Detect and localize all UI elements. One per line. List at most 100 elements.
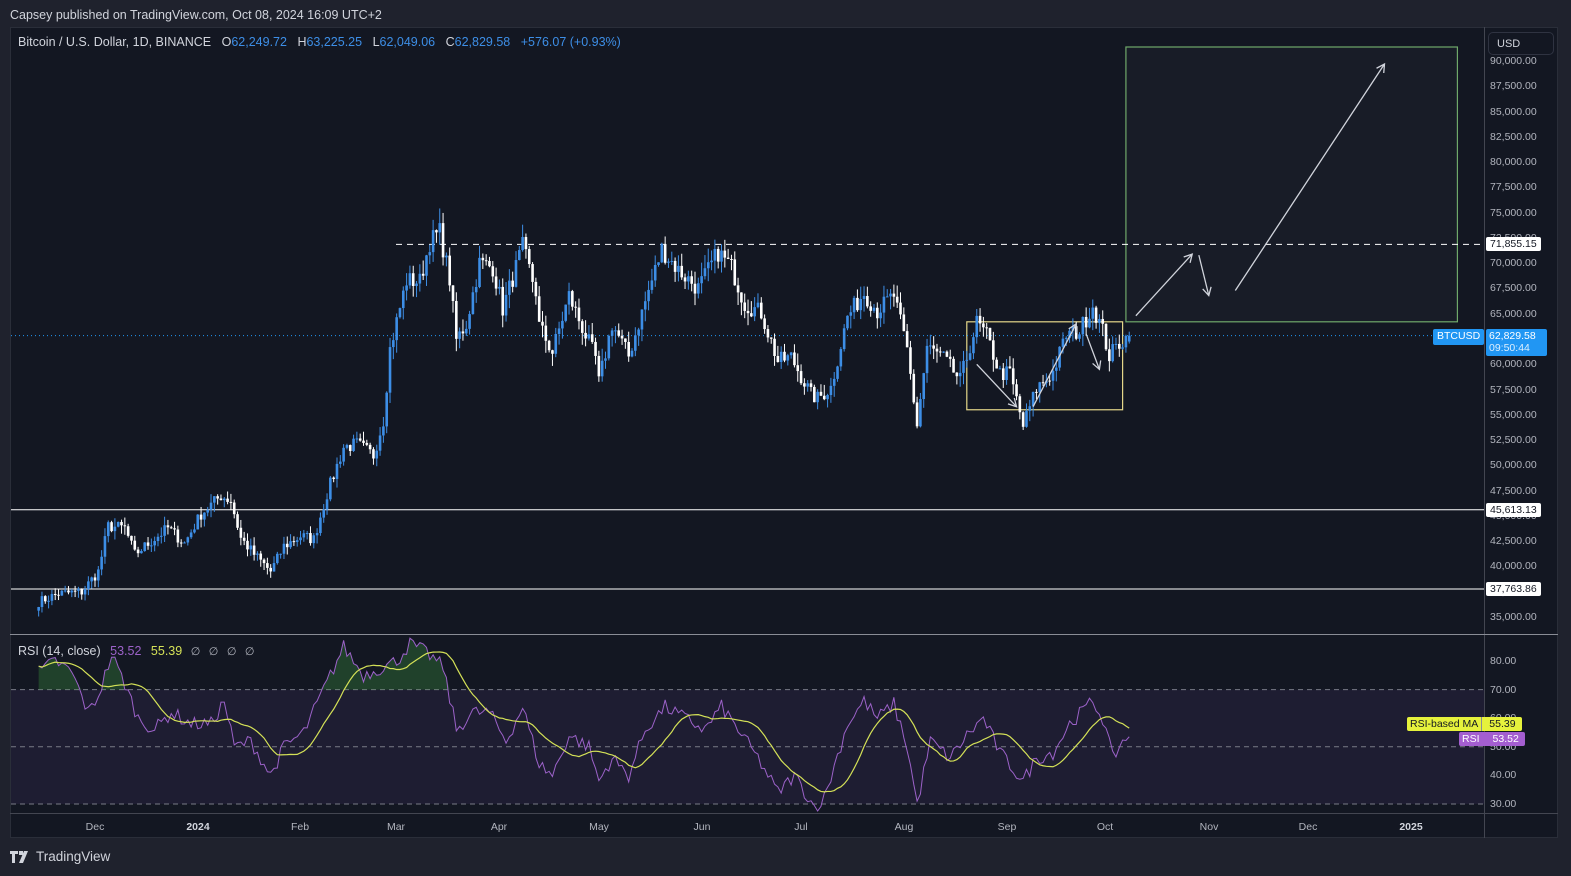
- candle-up: [667, 261, 670, 263]
- candle-down: [932, 345, 935, 349]
- price-tick: 75,000.00: [1490, 206, 1537, 219]
- candle-up: [922, 373, 926, 400]
- candle-up: [279, 553, 282, 555]
- time-tick: 2025: [1399, 821, 1423, 833]
- candle-up: [47, 600, 50, 602]
- candle-down: [733, 259, 737, 286]
- candle-up: [159, 535, 163, 537]
- trend-arrow: [1135, 253, 1193, 317]
- candle-up: [657, 262, 660, 266]
- last-price-tag: 62,829.58 09:50:44: [1486, 329, 1547, 356]
- target-zone-box: [1125, 46, 1459, 323]
- candle-down: [899, 302, 902, 315]
- candle-up: [352, 438, 355, 451]
- candle-up: [637, 329, 640, 336]
- candle-up: [186, 537, 190, 543]
- candle-down: [796, 365, 800, 372]
- candle-up: [1081, 316, 1085, 335]
- candle-down: [527, 249, 531, 265]
- rsi-tick: 30.00: [1490, 798, 1517, 810]
- candle-down: [216, 496, 219, 499]
- chart-frame: [10, 27, 1558, 838]
- candle-up: [614, 330, 617, 332]
- candle-up: [829, 385, 833, 396]
- candle-up: [889, 293, 892, 297]
- candle-down: [594, 341, 597, 356]
- candle-up: [299, 537, 302, 541]
- candle-up: [315, 533, 319, 536]
- candle-up: [1028, 406, 1032, 411]
- candle-down: [783, 351, 786, 361]
- candle-up: [295, 540, 299, 542]
- candle-up: [816, 391, 819, 403]
- candle-up: [710, 260, 713, 263]
- candle-up: [70, 590, 74, 593]
- candle-up: [77, 588, 80, 591]
- candle-down: [120, 521, 123, 526]
- candle-down: [819, 391, 823, 396]
- candle-up: [431, 230, 435, 253]
- candle-up: [193, 529, 196, 533]
- candle-down: [577, 307, 581, 322]
- candle-up: [849, 312, 853, 316]
- candle-up: [305, 533, 309, 535]
- candle-down: [232, 502, 236, 515]
- candle-down: [617, 330, 621, 336]
- candle-up: [885, 296, 889, 298]
- empty-value-icon: ∅: [244, 646, 255, 658]
- candle-down: [1104, 323, 1108, 350]
- candle-up: [968, 353, 972, 360]
- candle-down: [368, 444, 372, 450]
- candle-up: [302, 533, 306, 538]
- candle-up: [942, 351, 945, 353]
- candle-up: [209, 502, 213, 510]
- candle-down: [179, 542, 183, 544]
- candle-down: [982, 323, 985, 328]
- candle-up: [634, 335, 637, 351]
- tradingview-logo[interactable]: TradingView: [10, 849, 110, 864]
- price-tick: 85,000.00: [1490, 105, 1537, 118]
- candle-down: [992, 340, 995, 360]
- candle-up: [335, 463, 339, 479]
- trend-arrow: [1085, 333, 1101, 370]
- candle-up: [846, 315, 849, 329]
- currency-button[interactable]: USD: [1488, 32, 1554, 55]
- price-tick: 65,000.00: [1490, 307, 1537, 320]
- candle-down: [716, 248, 720, 262]
- candle-down: [93, 577, 97, 581]
- candle-down: [948, 356, 952, 359]
- candle-down: [978, 315, 982, 324]
- candle-down: [988, 327, 992, 341]
- candle-down: [169, 527, 173, 529]
- candle-up: [458, 331, 461, 339]
- price-tick: 90,000.00: [1490, 55, 1537, 67]
- candle-up: [355, 438, 359, 440]
- candle-up: [143, 542, 147, 552]
- candle-down: [133, 540, 137, 550]
- candle-down: [574, 306, 577, 308]
- candle-up: [276, 553, 279, 564]
- candle-down: [285, 543, 289, 548]
- pane-separator[interactable]: [10, 634, 1558, 635]
- candle-up: [445, 255, 448, 258]
- candle-down: [680, 265, 684, 278]
- time-tick: Aug: [894, 821, 914, 833]
- candle-up: [677, 265, 680, 272]
- candle-up: [249, 545, 253, 550]
- candle-up: [630, 350, 634, 357]
- arrow-head-icon: [1092, 360, 1102, 371]
- candle-up: [1071, 326, 1075, 331]
- candle-down: [813, 386, 816, 403]
- candle-up: [1038, 382, 1042, 393]
- candle-down: [955, 372, 959, 377]
- candle-down: [773, 338, 776, 356]
- candle-up: [1031, 391, 1035, 407]
- candle-up: [789, 352, 793, 356]
- candle-up: [478, 257, 481, 288]
- candle-up: [163, 525, 166, 536]
- candle-up: [713, 248, 717, 261]
- candle-up: [375, 450, 379, 459]
- candle-down: [627, 341, 630, 357]
- candle-up: [1091, 307, 1095, 319]
